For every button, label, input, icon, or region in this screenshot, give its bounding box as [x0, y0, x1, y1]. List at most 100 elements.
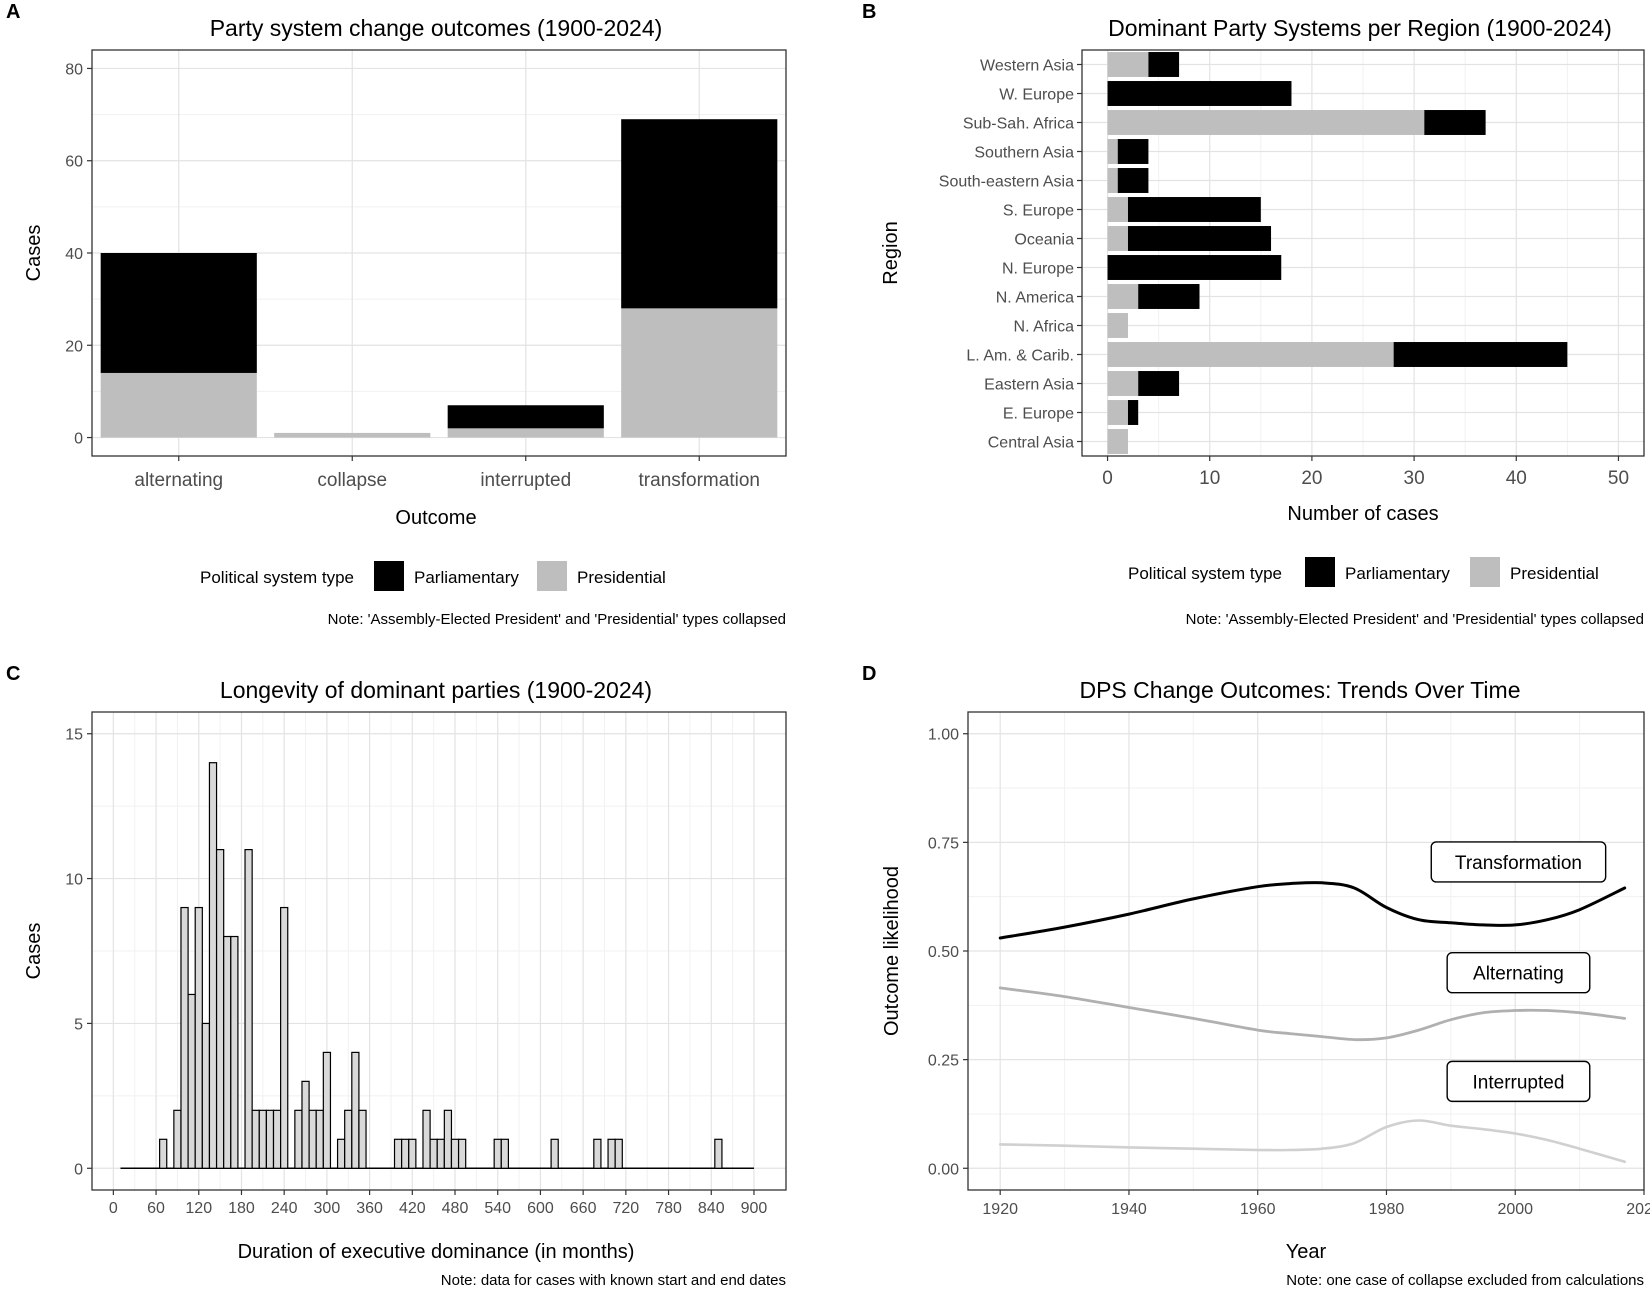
- panel-a-x-tick-label: transformation: [639, 470, 760, 491]
- panel-c-histogram-bar: [258, 1109, 267, 1169]
- panel-b-bar-oceania-parliamentary: [1127, 226, 1272, 251]
- panel-a-x-tick-label: interrupted: [480, 470, 571, 491]
- panel-b-y-axis-label: Region: [880, 221, 902, 284]
- panel-a-chart: Party system change outcomes (1900-2024)…: [23, 15, 787, 628]
- panel-c-histogram-bar: [500, 1138, 509, 1169]
- panel-b-title: Dominant Party Systems per Region (1900-…: [1108, 15, 1612, 41]
- panel-d-note: Note: one case of collapse excluded from…: [1286, 1272, 1644, 1289]
- panel-b-y-tick-label: S. Europe: [1003, 203, 1074, 220]
- panel-c-x-axis-label: Duration of executive dominance (in mont…: [238, 1241, 635, 1263]
- panel-c-x-tick-label: 180: [228, 1200, 255, 1217]
- panel-b-x-axis-label: Number of cases: [1287, 503, 1438, 525]
- panel-b-y-tick-label: N. America: [996, 290, 1074, 307]
- panel-b-bar-south-eastern-asia-parliamentary: [1117, 168, 1149, 193]
- panel-b-bar-l-am-carib-parliamentary: [1393, 342, 1568, 367]
- panel-b-y-tick-label: L. Am. & Carib.: [966, 348, 1074, 365]
- panel-b-x-tick-label: 40: [1506, 468, 1527, 489]
- panel-b-bar-central-asia-presidential: [1107, 429, 1128, 454]
- panel-d-title: DPS Change Outcomes: Trends Over Time: [1079, 677, 1520, 703]
- panel-b-bar-eastern-asia-parliamentary: [1138, 371, 1180, 396]
- panel-b-bar-south-eastern-asia-presidential: [1107, 168, 1118, 193]
- panel-a-bar-alternating-presidential: [100, 372, 257, 438]
- panel-b-bar-n-africa-presidential: [1107, 313, 1128, 338]
- panel-c-y-axis-label: Cases: [23, 923, 45, 980]
- panel-c-y-tick-label: 15: [65, 727, 83, 744]
- panel-c-histogram-bar: [358, 1109, 367, 1169]
- panel-b-y-tick-label: Central Asia: [988, 435, 1074, 452]
- panel-d-line-interrupted: [998, 1119, 1626, 1164]
- panel-letter-b: B: [862, 1, 876, 23]
- panel-d-x-tick-label: 1980: [1369, 1201, 1405, 1218]
- panel-a-x-tick-label: alternating: [134, 470, 223, 491]
- panel-c-histogram-bar: [208, 762, 218, 1169]
- panel-b-bar-w-europe-parliamentary: [1107, 81, 1292, 106]
- panel-b-legend-title: Political system type: [1128, 564, 1282, 583]
- panel-c-histogram-bar: [336, 1138, 346, 1169]
- panel-d-y-tick-label: 0.75: [928, 835, 959, 852]
- panel-c-histogram-bar: [436, 1138, 445, 1169]
- panel-b-y-tick-label: N. Africa: [1014, 319, 1075, 336]
- panel-c-histogram-bar: [429, 1138, 438, 1169]
- panel-a-x-axis-label: Outcome: [395, 507, 476, 529]
- panel-b-x-tick-label: 20: [1301, 468, 1322, 489]
- panel-a-y-axis-label: Cases: [23, 225, 45, 282]
- panel-c-histogram-bar: [215, 849, 225, 1169]
- panel-c-x-tick-label: 60: [147, 1200, 165, 1217]
- panel-b-y-tick-label: Sub-Sah. Africa: [963, 116, 1074, 133]
- panel-c-histogram-bar: [187, 993, 196, 1169]
- panel-c-histogram-bar: [265, 1109, 275, 1169]
- panel-d-label-box-interrupted: [1446, 1060, 1591, 1103]
- panel-c-x-tick-label: 840: [698, 1200, 725, 1217]
- panel-c-histogram-bar: [294, 1109, 303, 1169]
- panel-b-legend: Political system type Parliamentary Pres…: [1128, 557, 1599, 587]
- panel-b-y-tick-label: E. Europe: [1003, 406, 1074, 423]
- panel-b-legend-key-presidential: [1470, 557, 1500, 587]
- panel-a-bar-transformation-presidential: [621, 308, 778, 438]
- panel-d-y-tick-label: 1.00: [928, 727, 959, 744]
- panel-b-legend-label-parliamentary: Parliamentary: [1345, 564, 1450, 583]
- panel-c-chart: Longevity of dominant parties (1900-2024…: [23, 677, 787, 1289]
- panel-b-bar-e-europe-presidential: [1107, 400, 1128, 425]
- panel-a-y-tick-label: 40: [65, 246, 83, 263]
- panel-c-x-tick-label: 600: [527, 1200, 554, 1217]
- panel-c-histogram-bar: [593, 1138, 602, 1169]
- panel-d-line-alternating: [998, 986, 1627, 1042]
- panel-b-x-tick-label: 0: [1102, 468, 1113, 489]
- panel-a-legend-key-parliamentary: [374, 561, 404, 591]
- panel-b-bar-e-europe-parliamentary: [1127, 400, 1139, 425]
- panel-c-histogram-bar: [457, 1138, 467, 1169]
- panel-b-bar-western-asia-parliamentary: [1148, 52, 1180, 77]
- panel-b-bar-l-am-carib-presidential: [1107, 342, 1394, 367]
- panel-a-y-tick-label: 60: [65, 154, 83, 171]
- panel-b-bar-s-europe-parliamentary: [1127, 197, 1261, 222]
- panel-letter-a: A: [6, 1, 20, 23]
- panel-b-bar-s-europe-presidential: [1107, 197, 1128, 222]
- panel-c-histogram-bar: [159, 1138, 168, 1169]
- panel-b-chart: Dominant Party Systems per Region (1900-…: [880, 15, 1645, 628]
- panel-d-x-tick-label: 2020: [1626, 1201, 1650, 1218]
- panel-letter-d: D: [862, 663, 876, 685]
- panel-b-bar-oceania-presidential: [1107, 226, 1128, 251]
- panel-a-note: Note: 'Assembly-Elected President' and '…: [328, 611, 786, 628]
- panel-c-y-tick-label: 10: [65, 872, 83, 889]
- panel-a-y-tick-label: 20: [65, 338, 83, 355]
- panel-c-histogram-bar: [322, 1051, 332, 1169]
- panel-b-legend-label-presidential: Presidential: [1510, 564, 1599, 583]
- panel-d-x-tick-label: 2000: [1497, 1201, 1533, 1218]
- panel-c-histogram-bar: [180, 906, 189, 1169]
- panel-d-label-box-transformation: [1430, 841, 1607, 883]
- panel-a-x-tick-label: collapse: [317, 470, 387, 491]
- panel-b-bar-sub-sah-africa-parliamentary: [1424, 110, 1486, 135]
- panel-c-histogram-bar: [714, 1138, 723, 1169]
- panel-c-histogram-bar: [493, 1138, 502, 1169]
- panel-a-bar-transformation-parliamentary: [621, 119, 778, 309]
- panel-d-x-tick-label: 1920: [982, 1201, 1018, 1218]
- panel-c-histogram-bar: [550, 1138, 559, 1169]
- panel-b-x-tick-label: 30: [1404, 468, 1425, 489]
- panel-b-y-tick-label: N. Europe: [1002, 261, 1074, 278]
- panel-c-histogram-bar: [280, 906, 289, 1169]
- panel-d-line-transformation: [998, 881, 1627, 940]
- panel-a-y-tick-label: 80: [65, 61, 83, 78]
- panel-a-legend-label-parliamentary: Parliamentary: [414, 568, 519, 587]
